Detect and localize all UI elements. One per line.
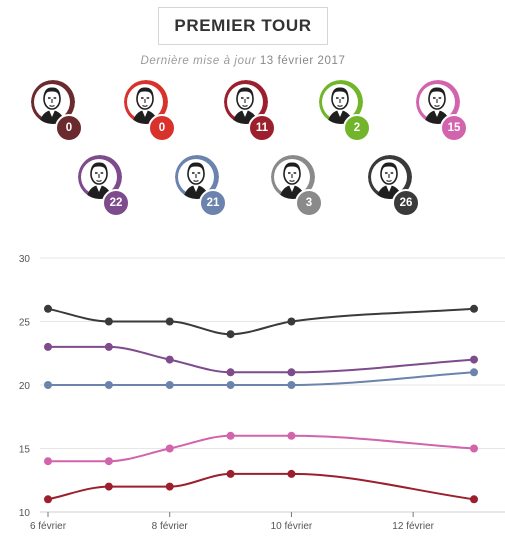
data-point (226, 381, 235, 389)
data-point (44, 304, 52, 313)
y-tick-label: 25 (19, 318, 31, 329)
candidate-card[interactable]: 0 (124, 80, 188, 146)
data-point (470, 444, 478, 453)
updated-label: Dernière mise à jour (140, 55, 257, 67)
x-tick-label: 6 février (30, 521, 67, 532)
y-tick-label: 10 (19, 508, 31, 519)
candidate-score-badge: 0 (148, 114, 176, 142)
candidate-score-badge: 3 (295, 189, 323, 217)
candidate-portrait-icon (124, 80, 168, 124)
candidate-score-badge: 2 (343, 114, 371, 142)
data-point (226, 431, 235, 440)
data-point (104, 381, 113, 389)
data-point (287, 431, 296, 440)
last-updated: Dernière mise à jour 13 février 2017 (0, 55, 486, 67)
x-tick-label: 8 février (152, 521, 189, 532)
data-point (470, 368, 478, 377)
data-point (104, 457, 113, 466)
data-point (165, 381, 174, 389)
data-point (287, 381, 296, 389)
data-point (165, 355, 174, 364)
data-point (104, 317, 113, 326)
candidate-card[interactable]: 22 (78, 155, 142, 221)
data-point (104, 482, 113, 491)
data-point (470, 355, 478, 364)
x-tick-label: 10 février (271, 521, 313, 532)
data-point (165, 317, 174, 326)
data-point (226, 368, 235, 377)
data-point (44, 342, 52, 351)
candidate-score-badge: 11 (248, 114, 276, 142)
candidate-score-badge: 22 (102, 189, 130, 217)
candidate-score-badge: 26 (392, 189, 420, 217)
data-point (287, 368, 296, 377)
candidate-portrait-icon (416, 80, 460, 124)
candidate-card[interactable]: 11 (224, 80, 288, 146)
candidate-portrait-icon (175, 155, 219, 199)
candidate-card[interactable]: 0 (31, 80, 95, 146)
data-point (165, 482, 174, 491)
data-point (104, 342, 113, 351)
updated-date: 13 février 2017 (259, 55, 346, 67)
candidate-score-badge: 15 (440, 114, 468, 142)
data-point (470, 495, 478, 504)
data-point (287, 317, 296, 326)
y-tick-label: 30 (19, 254, 31, 265)
data-point (44, 495, 52, 504)
data-point (44, 381, 52, 389)
candidate-portrait-icon (368, 155, 412, 199)
candidate-card[interactable]: 2 (319, 80, 383, 146)
y-tick-label: 20 (19, 381, 31, 392)
data-point (165, 444, 174, 453)
x-tick-label: 12 février (392, 521, 434, 532)
data-point (287, 469, 296, 478)
candidate-card[interactable]: 3 (271, 155, 335, 221)
page-title: PREMIER TOUR (158, 7, 328, 45)
series-line (48, 345, 475, 374)
candidate-card[interactable]: 15 (416, 80, 480, 146)
line-chart: 10 15 20 25 30 6 février 8 février 10 février 12… (19, 254, 505, 532)
candidate-score-badge: 21 (199, 189, 227, 217)
data-point (44, 457, 52, 466)
candidate-card[interactable]: 21 (175, 155, 239, 221)
data-point (226, 330, 235, 339)
candidate-card[interactable]: 26 (368, 155, 432, 221)
data-point (226, 469, 235, 478)
candidate-portrait-icon (31, 80, 75, 124)
y-tick-label: 15 (19, 445, 31, 456)
candidate-score-badge: 0 (55, 114, 83, 142)
data-point (470, 304, 478, 313)
